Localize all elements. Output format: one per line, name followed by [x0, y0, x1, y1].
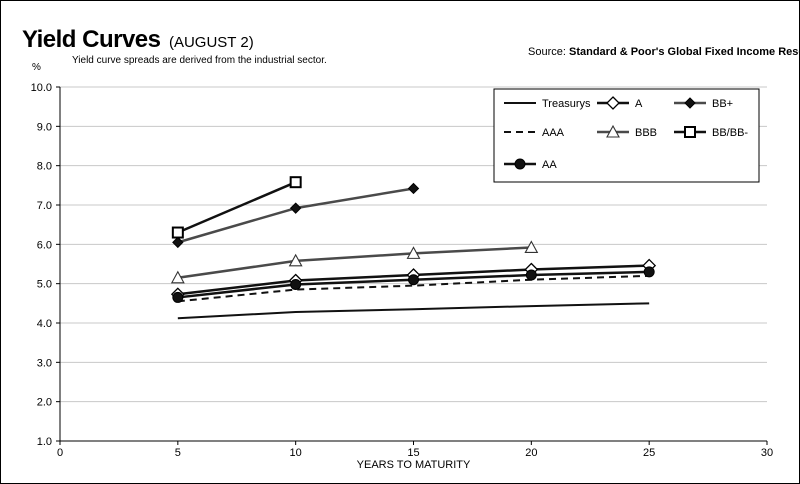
- marker-circle-filled: [643, 266, 655, 278]
- series-line-treasurys: [177, 302, 650, 320]
- series-line-aaa: [177, 274, 650, 303]
- legend-label: A: [635, 98, 643, 110]
- source-label: Source:: [528, 46, 566, 58]
- x-tick-label: 10: [290, 447, 302, 459]
- series-layer: [170, 176, 657, 320]
- chart-title-main: Yield Curves: [22, 26, 161, 53]
- y-tick-label: 5.0: [37, 279, 52, 291]
- legend-label: AA: [542, 159, 557, 171]
- x-tick-label: 25: [643, 447, 655, 459]
- y-tick-label: 4.0: [37, 318, 52, 330]
- y-tick-label: 2.0: [37, 397, 52, 409]
- legend-label: AAA: [542, 127, 565, 139]
- y-tick-label: 9.0: [37, 121, 52, 133]
- marker-diamond-filled: [684, 97, 696, 109]
- marker-diamond-filled: [289, 202, 302, 214]
- x-tick-label: 5: [175, 447, 181, 459]
- marker-circle-filled: [290, 278, 302, 290]
- y-tick-label: 3.0: [37, 357, 52, 369]
- legend: Treasurys A BB+ AAA BBB BB/BB- AA: [493, 88, 760, 183]
- marker-circle-filled: [525, 269, 537, 281]
- marker-triangle-open: [406, 246, 421, 259]
- legend-box: [493, 88, 760, 183]
- marker-diamond-filled: [172, 236, 184, 249]
- y-tick-label: 10.0: [31, 82, 52, 94]
- series-line-bbb: [177, 246, 532, 280]
- source-value: Standard & Poor's Global Fixed Income Re…: [568, 46, 800, 58]
- marker-diamond-open: [606, 96, 620, 110]
- y-axis-unit-label: %: [32, 62, 41, 73]
- marker-triangle-open: [524, 240, 539, 254]
- legend-label: BB/BB-: [712, 127, 748, 139]
- marker-circle-filled: [408, 274, 419, 286]
- marker-triangle-open: [606, 124, 620, 138]
- marker-square-open: [289, 176, 302, 189]
- y-tick-label: 6.0: [37, 239, 52, 251]
- marker-circle-filled: [514, 158, 526, 170]
- chart-note: Yield curve spreads are derived from the…: [72, 55, 327, 66]
- x-axis-title: YEARS TO MATURITY: [357, 459, 471, 471]
- x-tick-label: 0: [57, 447, 63, 459]
- x-tick-label: 20: [525, 447, 537, 459]
- marker-circle-filled: [172, 291, 184, 303]
- y-tick-label: 1.0: [37, 436, 52, 448]
- marker-square-open: [684, 126, 696, 138]
- marker-triangle-open: [170, 270, 185, 284]
- series-line-bb-: [177, 187, 414, 244]
- legend-label: BB+: [712, 98, 733, 110]
- legend-label: BBB: [635, 127, 657, 139]
- source-credit: Source: Standard & Poor's Global Fixed I…: [528, 46, 800, 58]
- marker-diamond-filled: [407, 182, 420, 195]
- series-line-bb-bb-: [177, 181, 297, 234]
- axis-layer: 1.0 2.0 3.0 4.0 5.0 6.0 7.0 8.0 9.0 10.0 0 5 10 15 20 2…: [31, 82, 774, 471]
- legend-label: Treasurys: [542, 98, 591, 110]
- chart-title: Yield Curves (AUGUST 2): [22, 26, 254, 54]
- marker-triangle-open: [288, 253, 303, 267]
- chart-title-date: (AUGUST 2): [168, 34, 254, 51]
- marker-square-open: [171, 226, 184, 239]
- y-tick-label: 7.0: [37, 200, 52, 212]
- x-tick-label: 30: [761, 447, 773, 459]
- x-tick-label: 15: [407, 447, 419, 459]
- y-tick-label: 8.0: [37, 161, 52, 173]
